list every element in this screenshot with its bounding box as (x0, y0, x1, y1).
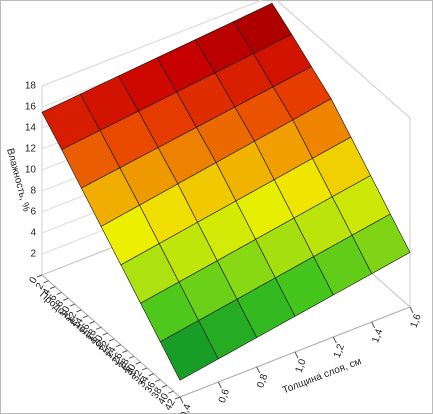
z-tick-label: 4 (30, 228, 36, 239)
y-tick-label: 42 (163, 397, 178, 413)
y-tick (102, 332, 108, 336)
x-tick-label: 1,2 (332, 342, 347, 359)
z-tick-label: 10 (25, 165, 37, 176)
y-tick (135, 361, 141, 365)
x-tick (371, 321, 376, 329)
x-tick-label: 1,4 (370, 327, 385, 344)
y-tick (43, 280, 49, 284)
y-tick (115, 344, 122, 348)
x-tick-label: 0,6 (217, 387, 232, 404)
y-tick-label: 36 (143, 380, 158, 396)
y-tick-label: 26 (110, 350, 125, 366)
y-tick (141, 367, 148, 371)
x-tick (256, 366, 261, 374)
z-grid-line (41, 0, 264, 87)
y-tick-label: 0 (28, 275, 41, 286)
y-tick-label: 34 (137, 374, 152, 390)
x-tick (332, 336, 337, 344)
z-tick-label: 16 (25, 102, 37, 113)
y-tick-label: 22 (97, 339, 112, 355)
y-tick (155, 379, 161, 383)
z-tick-label: 6 (30, 207, 36, 218)
y-tick (161, 384, 168, 388)
y-tick-label: 10 (58, 304, 73, 320)
x-tick-label: 1,6 (409, 312, 424, 329)
y-tick-label: 28 (117, 356, 132, 372)
x-tick-label: 1,0 (294, 357, 309, 374)
z-tick-label: 14 (25, 123, 37, 134)
x-tick (179, 396, 184, 404)
y-tick-label: 32 (130, 368, 145, 384)
y-tick-label: 30 (123, 362, 138, 378)
surface-cell (159, 320, 219, 381)
y-tick (122, 350, 128, 353)
x-tick (294, 351, 299, 359)
z-tick-label: 8 (30, 186, 36, 197)
x-tick-label: 0,8 (255, 372, 270, 389)
y-tick-label: 2 (34, 281, 47, 292)
y-tick-label: 12 (64, 310, 79, 326)
y-tick-label: 8 (54, 298, 67, 309)
z-tick-label: 18 (25, 81, 37, 92)
y-tick-label: 18 (84, 327, 99, 343)
y-tick (63, 297, 69, 301)
y-tick-label: 38 (150, 385, 165, 401)
x-tick-label: 0,4 (179, 402, 194, 414)
y-tick (148, 373, 154, 377)
y-tick-label: 4 (41, 287, 54, 298)
y-tick (76, 309, 82, 313)
z-tick-label: 2 (30, 249, 36, 260)
y-tick-label: 40 (156, 391, 171, 407)
y-tick (109, 338, 115, 342)
y-tick (168, 390, 174, 394)
x-tick (217, 381, 222, 389)
y-tick (69, 303, 76, 307)
y-tick (82, 315, 89, 319)
y-tick-label: 14 (71, 316, 86, 332)
y-tick-label: 24 (104, 345, 119, 361)
y-tick-label: 6 (47, 292, 60, 303)
z-tick-label: 12 (25, 144, 37, 155)
x-tick (409, 306, 414, 314)
y-tick (128, 355, 135, 359)
y-tick (49, 286, 56, 290)
y-tick-label: 16 (77, 321, 92, 337)
y-tick (95, 326, 102, 330)
y-tick (89, 321, 95, 324)
y-tick (56, 291, 62, 295)
y-tick (174, 396, 181, 400)
y-tick (36, 274, 43, 278)
y-tick-label: 20 (91, 333, 106, 349)
